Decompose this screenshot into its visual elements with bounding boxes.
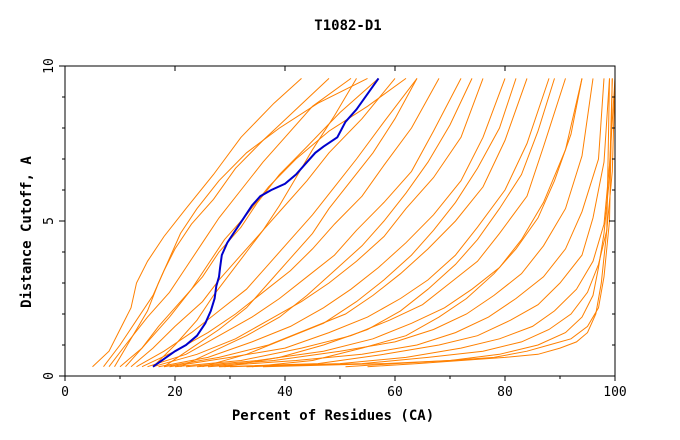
model-series-line (196, 78, 594, 368)
y-tick-label: 5 (42, 217, 57, 225)
model-series-line (119, 78, 379, 368)
model-series-line (152, 78, 357, 368)
x-axis-label: Percent of Residues (CA) (232, 408, 434, 424)
model-series-line (262, 78, 613, 368)
model-series-line (367, 78, 610, 368)
model-series-line (125, 77, 407, 368)
model-series-line (103, 78, 330, 368)
y-axis-label: Distance Cutoff, A (19, 156, 35, 308)
x-tick-label: 80 (497, 385, 513, 400)
model-series-line (224, 78, 555, 368)
model-series-line (163, 78, 528, 368)
x-tick-label: 40 (277, 385, 293, 400)
model-series-line (251, 78, 583, 368)
x-tick-label: 20 (167, 385, 183, 400)
chart-title: T1082-D1 (314, 18, 381, 34)
model-series-line (152, 78, 484, 368)
model-series-line (169, 78, 550, 368)
model-series-line (202, 78, 517, 368)
model-series-line (185, 78, 583, 368)
highlight-series-line (152, 77, 380, 368)
model-series-line (229, 78, 616, 368)
y-tick-label: 0 (42, 372, 57, 380)
model-series-line (114, 77, 368, 367)
x-axis-ticks: 0 20 40 60 80 100 (61, 66, 627, 400)
model-series-line (147, 78, 462, 368)
model-series-line (136, 78, 418, 368)
x-tick-label: 60 (387, 385, 403, 400)
model-series-line (163, 78, 418, 368)
model-series-line (180, 78, 473, 368)
model-series-line (246, 78, 616, 368)
model-series-line (130, 78, 396, 368)
model-series-line (141, 78, 440, 368)
model-series-line (207, 78, 605, 368)
model-series-line (218, 78, 610, 368)
highlight-series-group (152, 77, 380, 368)
model-series-line (92, 78, 302, 368)
y-tick-label: 10 (42, 58, 57, 74)
model-series-line (108, 77, 352, 368)
x-tick-label: 0 (61, 385, 69, 400)
model-series-line (158, 78, 506, 368)
y-axis-ticks: 0 5 10 (42, 58, 615, 380)
model-series-group (92, 77, 616, 368)
model-series-line (174, 78, 566, 368)
x-tick-label: 100 (603, 385, 626, 400)
model-series-line (345, 78, 613, 368)
